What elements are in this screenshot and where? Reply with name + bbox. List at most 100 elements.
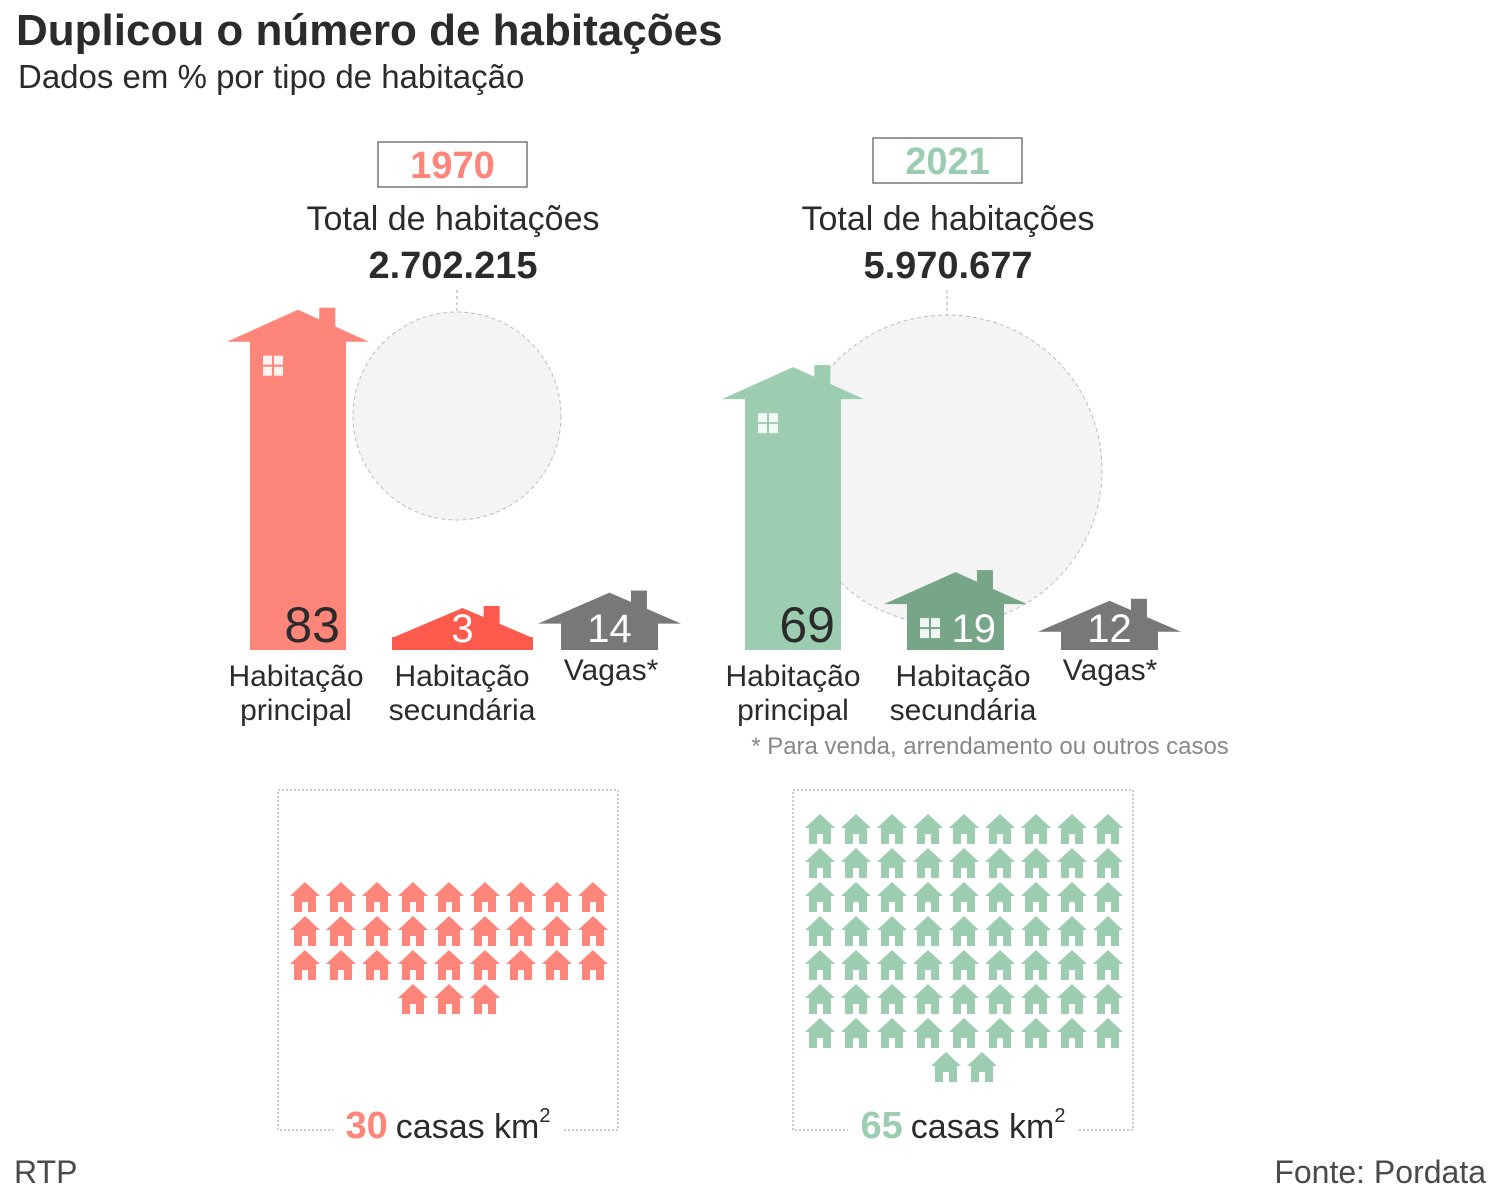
house-icon xyxy=(506,916,536,946)
house-icon xyxy=(470,916,500,946)
house-roof xyxy=(392,608,533,638)
house-icon xyxy=(470,950,500,980)
house-icon xyxy=(877,1018,907,1048)
year-label: 2021 xyxy=(905,141,990,183)
house-icon xyxy=(290,882,320,912)
house-icon xyxy=(470,984,500,1014)
window-icon xyxy=(263,355,283,376)
house-icon xyxy=(1057,814,1087,844)
bar-value-label: 83 xyxy=(284,597,340,653)
year-box xyxy=(377,141,528,188)
panel-1970: 1970 Total de habitações 2.702.215 83 Habita… xyxy=(227,141,681,1147)
house-icon xyxy=(913,1018,943,1048)
category-label: Habitação principal xyxy=(228,660,363,727)
house-icon xyxy=(1093,950,1123,980)
house-icon xyxy=(985,1018,1015,1048)
footnote: * Para venda, arrendamento ou outros cas… xyxy=(751,733,1229,760)
chart-title: Duplicou o número de habitações xyxy=(16,6,723,55)
house-body xyxy=(392,637,533,650)
house-icon xyxy=(1057,916,1087,946)
house-icon xyxy=(949,1018,979,1048)
house-icon-grid xyxy=(805,814,1123,1082)
bar-value-label: 14 xyxy=(587,607,632,651)
house-icon xyxy=(1057,984,1087,1014)
total-circle xyxy=(352,311,562,521)
house-body xyxy=(745,398,841,650)
house-icon xyxy=(805,1018,835,1048)
house-icon xyxy=(1021,984,1051,1014)
house-icon xyxy=(1021,916,1051,946)
house-icon xyxy=(1057,848,1087,878)
total-label: Total de habitações xyxy=(802,200,1095,238)
house-body xyxy=(561,622,658,650)
density-label-bg xyxy=(848,1100,1078,1140)
house-icon xyxy=(877,950,907,980)
density-label-bg xyxy=(333,1100,563,1140)
house-body xyxy=(250,340,346,650)
house-icon xyxy=(913,984,943,1014)
house-roof xyxy=(227,309,369,342)
bar-value-label: 12 xyxy=(1087,607,1132,651)
source-label: Fonte: Pordata xyxy=(1274,1154,1486,1190)
house-icon xyxy=(805,984,835,1014)
house-icon xyxy=(805,814,835,844)
house-icon xyxy=(326,916,356,946)
house-icon xyxy=(913,882,943,912)
house-icon xyxy=(542,950,572,980)
total-label: Total de habitações xyxy=(307,200,600,238)
house-icon xyxy=(434,950,464,980)
house-icon xyxy=(877,814,907,844)
house-icon xyxy=(841,848,871,878)
house-icon xyxy=(949,882,979,912)
year-box xyxy=(872,137,1023,184)
house-icon xyxy=(1057,882,1087,912)
house-icon xyxy=(578,916,608,946)
house-icon xyxy=(949,984,979,1014)
house-icon xyxy=(542,882,572,912)
total-value: 5.970.677 xyxy=(863,245,1032,287)
house-icon xyxy=(326,882,356,912)
house-icon xyxy=(913,916,943,946)
house-icon xyxy=(434,916,464,946)
category-label: Vagas* xyxy=(1063,654,1158,687)
house-icon xyxy=(1021,950,1051,980)
house-icon xyxy=(841,950,871,980)
bar-house xyxy=(1038,598,1181,650)
house-icon xyxy=(1021,848,1051,878)
window-icon xyxy=(920,618,940,639)
house-body xyxy=(1061,630,1158,650)
house-icon xyxy=(362,882,392,912)
house-icon xyxy=(841,882,871,912)
house-icon xyxy=(1093,916,1123,946)
bar-value-label: 69 xyxy=(779,597,835,653)
house-icon xyxy=(1057,950,1087,980)
house-icon xyxy=(1093,1018,1123,1048)
bar-house xyxy=(538,590,681,650)
house-icon xyxy=(949,848,979,878)
bar-house xyxy=(227,307,369,650)
chart-subtitle: Dados em % por tipo de habitação xyxy=(18,58,525,95)
house-icon xyxy=(578,882,608,912)
house-icon xyxy=(398,882,428,912)
panel-2021: 2021 Total de habitações 5.970.677 69 Habita… xyxy=(722,137,1181,1147)
house-icon-grid xyxy=(290,882,608,1014)
house-icon xyxy=(913,950,943,980)
house-icon xyxy=(931,1052,961,1082)
bar-house xyxy=(722,365,864,650)
house-roof xyxy=(538,592,681,624)
house-icon xyxy=(985,848,1015,878)
house-icon xyxy=(398,950,428,980)
house-icon xyxy=(362,916,392,946)
house-icon xyxy=(985,984,1015,1014)
total-value: 2.702.215 xyxy=(368,245,537,287)
house-icon xyxy=(1093,984,1123,1014)
house-icon xyxy=(985,882,1015,912)
house-icon xyxy=(805,950,835,980)
category-label: Vagas* xyxy=(564,654,659,687)
house-icon xyxy=(949,916,979,946)
bar-house xyxy=(392,606,533,650)
house-icon xyxy=(398,984,428,1014)
density-label: 30 casas km2 xyxy=(346,1105,551,1147)
house-icon xyxy=(877,984,907,1014)
category-label: Habitação secundária xyxy=(890,660,1037,727)
